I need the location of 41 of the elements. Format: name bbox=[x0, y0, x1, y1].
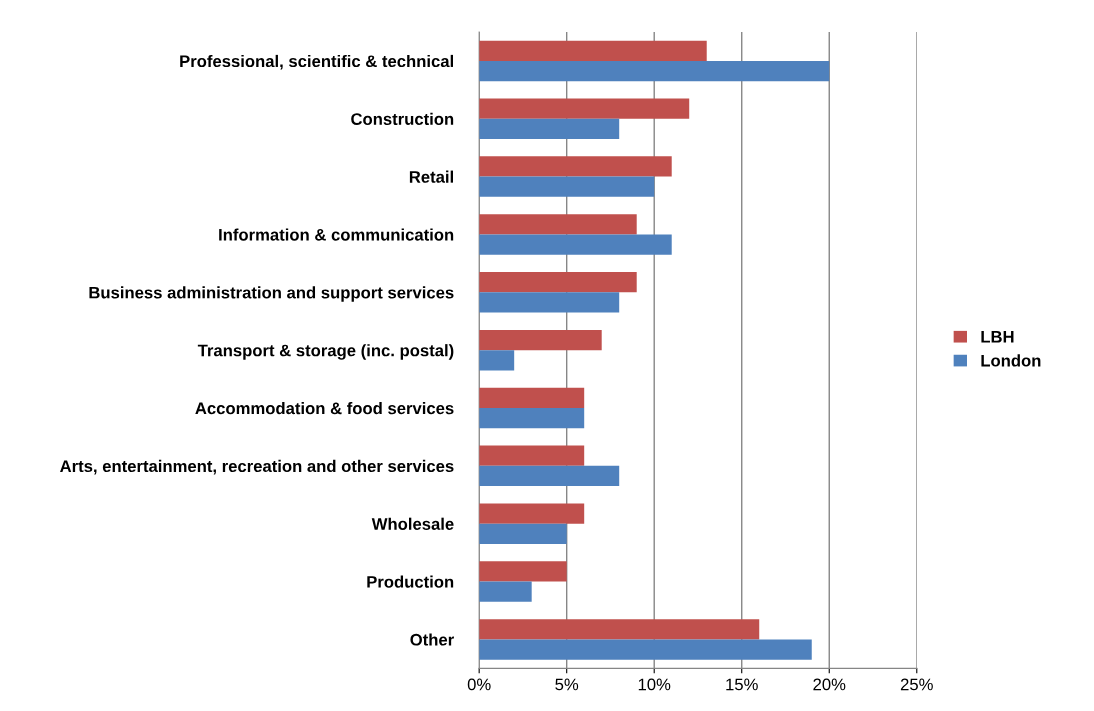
y-tick-label: Accommodation & food services bbox=[195, 401, 454, 415]
bar bbox=[479, 408, 585, 429]
x-tick-label: 0% bbox=[467, 678, 491, 691]
bar bbox=[479, 272, 637, 293]
bar bbox=[479, 292, 620, 313]
bar bbox=[479, 98, 690, 119]
bar bbox=[479, 329, 602, 351]
bar bbox=[479, 387, 585, 409]
x-tick-label: 5% bbox=[555, 678, 579, 691]
y-tick-label: Business administration and support services bbox=[89, 286, 454, 302]
bar bbox=[479, 581, 532, 602]
x-tick-label: 15% bbox=[726, 678, 758, 691]
y-tick-label: Construction bbox=[351, 112, 454, 125]
legend-label: London bbox=[981, 354, 1041, 367]
x-tick-label: 25% bbox=[900, 678, 933, 691]
bar bbox=[479, 639, 812, 660]
y-tick-label: Production bbox=[367, 575, 454, 588]
bar bbox=[479, 234, 672, 255]
bar bbox=[479, 156, 672, 177]
bar bbox=[479, 176, 655, 197]
y-tick-label: Professional, scientific & technical bbox=[180, 54, 454, 70]
bar bbox=[479, 60, 830, 82]
bar bbox=[479, 214, 637, 235]
y-tick-label: Transport & storage (inc. postal) bbox=[197, 344, 454, 360]
y-tick-label: Information & communication bbox=[219, 228, 454, 241]
bar bbox=[479, 561, 567, 582]
bar bbox=[479, 40, 707, 61]
bar bbox=[479, 465, 620, 487]
y-tick-label: Arts, entertainment, recreation and other services bbox=[60, 459, 454, 475]
legend-label: LBH bbox=[981, 331, 1014, 343]
bar bbox=[479, 619, 760, 640]
y-tick-label: Retail bbox=[409, 170, 453, 183]
x-tick-label: 10% bbox=[638, 678, 671, 691]
y-tick-label: Other bbox=[410, 633, 454, 646]
bar bbox=[479, 445, 585, 466]
bar bbox=[479, 503, 585, 524]
x-tick-label: 20% bbox=[813, 678, 846, 691]
bar bbox=[479, 118, 620, 140]
y-tick-label: Wholesale bbox=[371, 517, 454, 530]
bar bbox=[479, 523, 567, 544]
bar bbox=[479, 350, 515, 371]
